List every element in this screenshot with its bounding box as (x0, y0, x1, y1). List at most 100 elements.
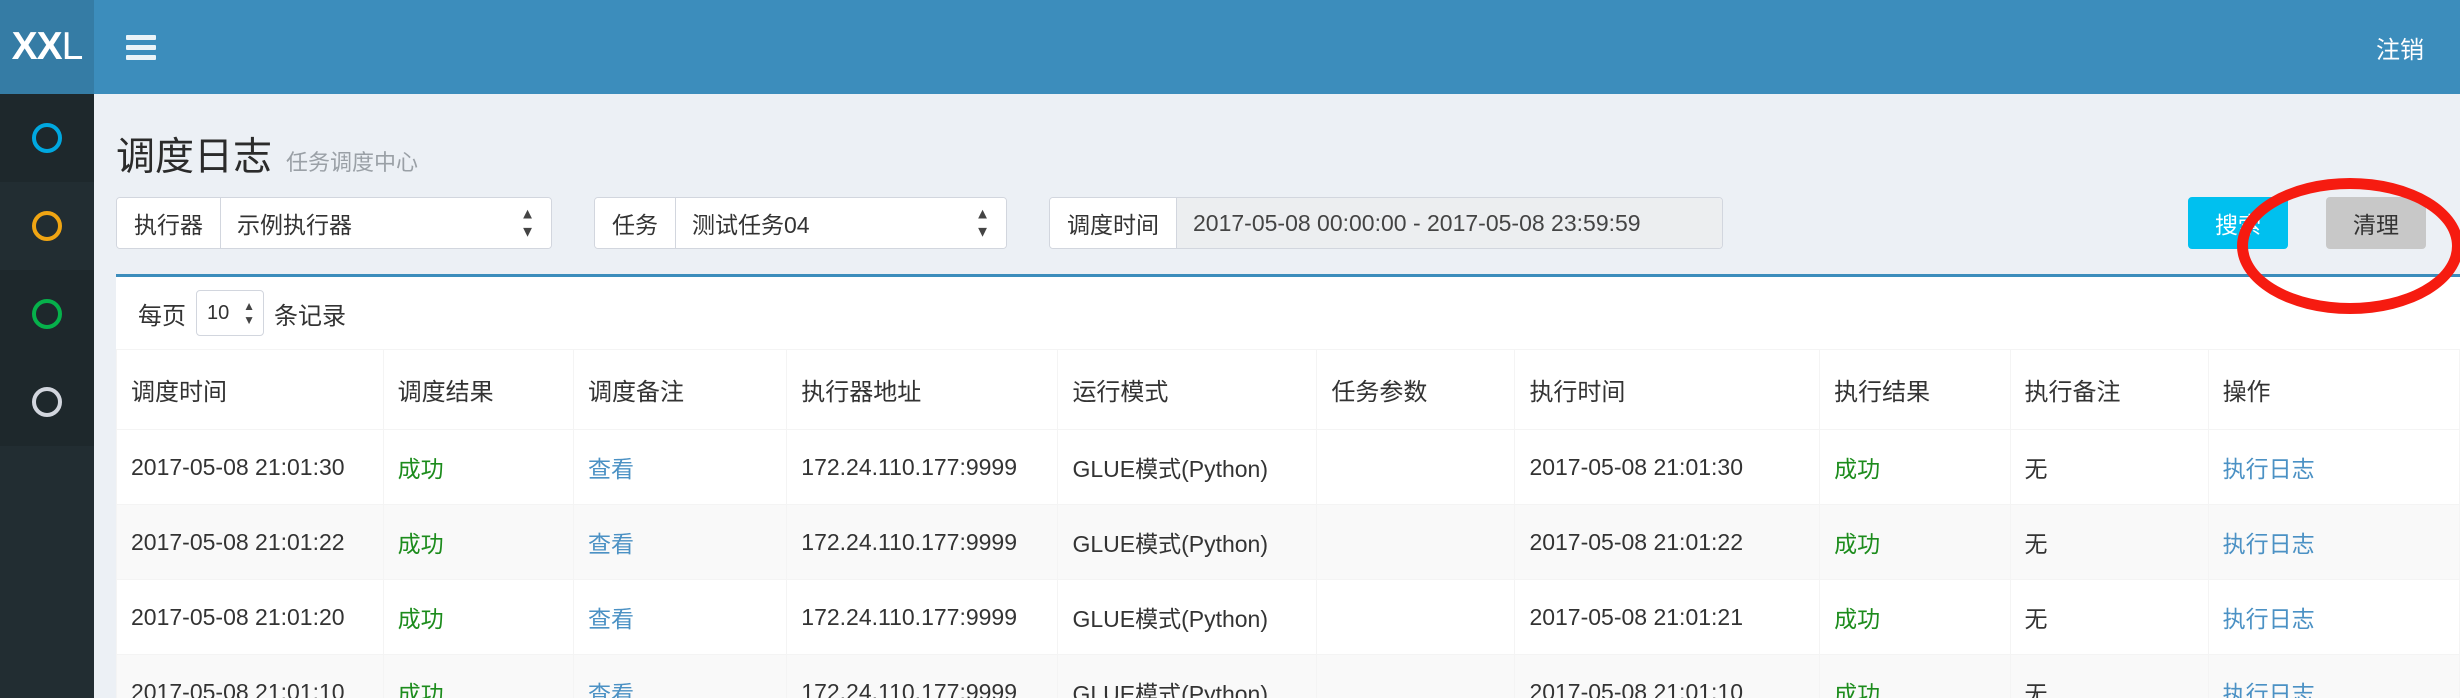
exec-log-link[interactable]: 执行日志 (2222, 531, 2315, 557)
col-run-mode[interactable]: 运行模式 (1057, 349, 1318, 430)
filter-controls: 执行器 示例执行器 ▲ ▼ 任务 测试任务04 ▲ ▼ 调度时间 (116, 197, 1723, 249)
col-job-params[interactable]: 任务参数 (1316, 349, 1516, 430)
brand-logo-bold: XX (11, 25, 63, 68)
cell-schedule-result: 成功 (383, 504, 575, 580)
cell-run-mode: GLUE模式(Python) (1057, 504, 1318, 580)
executor-filter-label: 执行器 (117, 198, 221, 248)
sidebar-item-3[interactable] (0, 270, 94, 358)
hamburger-bar (126, 44, 156, 50)
col-schedule-time[interactable]: 调度时间 (116, 349, 384, 430)
filter-actions: 搜索 清理 (2188, 197, 2426, 249)
hamburger-bar (126, 54, 156, 60)
col-exec-time[interactable]: 执行时间 (1514, 349, 1821, 430)
updown-caret-icon: ▲ ▼ (520, 205, 535, 241)
sidebar (0, 94, 94, 698)
cell-exec-time: 2017-05-08 21:01:22 (1514, 504, 1821, 580)
sidebar-item-2[interactable] (0, 182, 94, 270)
cell-schedule-time: 2017-05-08 21:01:22 (116, 504, 384, 580)
col-exec-remark[interactable]: 执行备注 (2010, 349, 2209, 430)
search-button[interactable]: 搜索 (2188, 197, 2288, 249)
cell-executor-address: 172.24.110.177:9999 (786, 654, 1059, 698)
col-exec-result[interactable]: 执行结果 (1819, 349, 2011, 430)
cell-schedule-time: 2017-05-08 21:01:30 (116, 429, 384, 505)
cell-job-params (1316, 429, 1516, 505)
view-remark-link[interactable]: 查看 (588, 531, 635, 557)
table-row: 2017-05-08 21:01:10 成功 查看 172.24.110.177… (116, 654, 2460, 698)
table-length-control: 每页 10 ▲ ▼ 条记录 (116, 277, 2460, 349)
page-length-select[interactable]: 10 ▲ ▼ (196, 290, 264, 336)
sidebar-toggle-button[interactable] (110, 0, 172, 94)
col-action[interactable]: 操作 (2208, 349, 2460, 430)
cell-executor-address: 172.24.110.177:9999 (786, 429, 1059, 505)
cell-exec-result: 成功 (1819, 654, 2011, 698)
hamburger-icon (126, 30, 156, 65)
cell-exec-remark: 无 (2010, 504, 2209, 580)
cell-executor-address: 172.24.110.177:9999 (786, 579, 1059, 655)
job-filter-label: 任务 (595, 198, 676, 248)
cell-job-params (1316, 504, 1516, 580)
updown-caret-icon: ▲ ▼ (975, 205, 990, 241)
hamburger-bar (126, 34, 156, 40)
cell-job-params (1316, 579, 1516, 655)
brand-logo-light: L (61, 25, 84, 68)
circle-icon (32, 123, 62, 153)
table-header-row: 调度时间 调度结果 调度备注 执行器地址 运行模式 任务参数 执行时间 执行结果… (116, 349, 2460, 430)
exec-log-link[interactable]: 执行日志 (2222, 681, 2315, 698)
page-title: 调度日志 (116, 136, 273, 179)
cell-exec-time: 2017-05-08 21:01:30 (1514, 429, 1821, 505)
cell-schedule-time: 2017-05-08 21:01:20 (116, 579, 384, 655)
job-select-value: 测试任务04 (692, 212, 810, 238)
cell-exec-result: 成功 (1819, 429, 2011, 505)
table-body: 2017-05-08 21:01:30 成功 查看 172.24.110.177… (116, 429, 2460, 698)
executor-select-value: 示例执行器 (237, 212, 352, 238)
job-filter-group: 任务 测试任务04 ▲ ▼ (594, 197, 1007, 249)
cell-schedule-result: 成功 (383, 579, 575, 655)
cell-exec-remark: 无 (2010, 429, 2209, 505)
exec-log-link[interactable]: 执行日志 (2222, 606, 2315, 632)
cell-run-mode: GLUE模式(Python) (1057, 429, 1318, 505)
cell-action: 执行日志 (2208, 654, 2460, 698)
schedule-log-table: 调度时间 调度结果 调度备注 执行器地址 运行模式 任务参数 执行时间 执行结果… (116, 349, 2460, 698)
sidebar-item-4[interactable] (0, 358, 94, 446)
sidebar-item-1[interactable] (0, 94, 94, 182)
job-select[interactable]: 测试任务04 ▲ ▼ (676, 198, 1006, 248)
cell-schedule-remark: 查看 (573, 429, 788, 505)
top-navbar: XXL 注销 (0, 0, 2460, 94)
schedule-time-range-value: 2017-05-08 00:00:00 - 2017-05-08 23:59:5… (1193, 209, 1641, 236)
log-table-card: 每页 10 ▲ ▼ 条记录 调度时间 调度结果 (116, 274, 2460, 698)
cell-action: 执行日志 (2208, 579, 2460, 655)
cell-exec-time: 2017-05-08 21:01:10 (1514, 654, 1821, 698)
logout-link[interactable]: 注销 (2376, 36, 2424, 64)
exec-log-link[interactable]: 执行日志 (2222, 456, 2315, 482)
brand-logo[interactable]: XXL (0, 0, 94, 94)
length-suffix-label: 条记录 (274, 302, 346, 330)
length-prefix-label: 每页 (138, 302, 186, 330)
col-executor-address[interactable]: 执行器地址 (786, 349, 1059, 430)
view-remark-link[interactable]: 查看 (588, 456, 635, 482)
table-header: 调度时间 调度结果 调度备注 执行器地址 运行模式 任务参数 执行时间 执行结果… (116, 349, 2460, 430)
schedule-time-filter-label: 调度时间 (1050, 198, 1177, 248)
cell-run-mode: GLUE模式(Python) (1057, 654, 1318, 698)
cell-run-mode: GLUE模式(Python) (1057, 579, 1318, 655)
view-remark-link[interactable]: 查看 (588, 606, 635, 632)
table-row: 2017-05-08 21:01:22 成功 查看 172.24.110.177… (116, 504, 2460, 580)
clean-button[interactable]: 清理 (2326, 197, 2426, 249)
schedule-time-filter-group: 调度时间 2017-05-08 00:00:00 - 2017-05-08 23… (1049, 197, 1723, 249)
cell-schedule-remark: 查看 (573, 504, 788, 580)
col-schedule-remark[interactable]: 调度备注 (573, 349, 788, 430)
updown-caret-icon: ▲ ▼ (243, 299, 255, 327)
circle-icon (32, 211, 62, 241)
col-schedule-result[interactable]: 调度结果 (383, 349, 575, 430)
content-area: 调度日志 任务调度中心 执行器 示例执行器 ▲ ▼ 任务 测试任务04 (94, 94, 2460, 698)
cell-action: 执行日志 (2208, 504, 2460, 580)
cell-schedule-time: 2017-05-08 21:01:10 (116, 654, 384, 698)
table-row: 2017-05-08 21:01:30 成功 查看 172.24.110.177… (116, 429, 2460, 505)
cell-schedule-result: 成功 (383, 429, 575, 505)
view-remark-link[interactable]: 查看 (588, 681, 635, 698)
cell-schedule-result: 成功 (383, 654, 575, 698)
executor-select[interactable]: 示例执行器 ▲ ▼ (221, 198, 551, 248)
schedule-time-range-input[interactable]: 2017-05-08 00:00:00 - 2017-05-08 23:59:5… (1177, 198, 1722, 248)
filter-bar: 执行器 示例执行器 ▲ ▼ 任务 测试任务04 ▲ ▼ 调度时间 (94, 188, 2460, 268)
cell-exec-result: 成功 (1819, 504, 2011, 580)
